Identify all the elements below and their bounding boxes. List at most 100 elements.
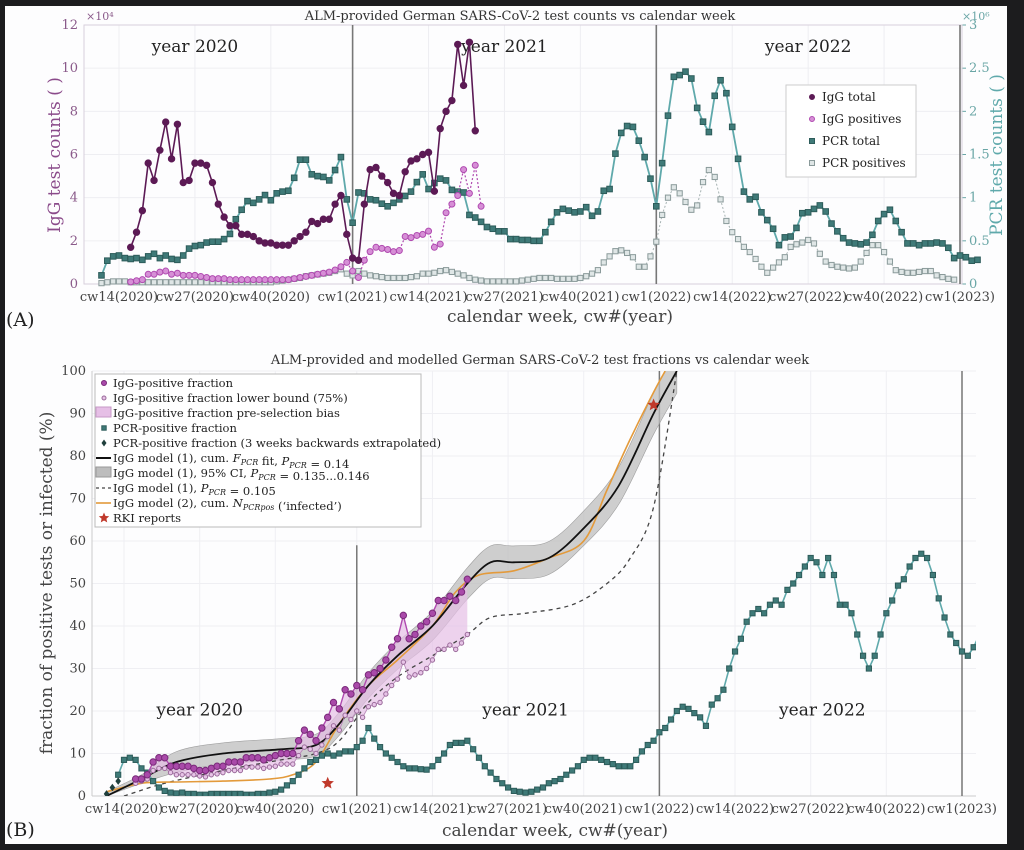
data-point-igg-fraction — [428, 609, 437, 617]
data-point-pcr-total — [471, 214, 479, 221]
data-point-igg-positives — [325, 268, 333, 276]
data-point-pcr-positives — [396, 274, 403, 282]
data-point-pcr-fraction — [836, 601, 843, 608]
data-point-pcr-total — [401, 192, 409, 200]
data-point-pcr-positives — [180, 279, 187, 286]
data-point-pcr-total — [518, 236, 526, 244]
data-point-pcr-total — [547, 218, 555, 226]
data-point-pcr-fraction — [865, 665, 872, 672]
data-point-pcr-total — [752, 193, 759, 201]
data-point-pcr-fraction — [778, 601, 785, 608]
data-point-pcr-total — [763, 216, 771, 224]
data-point-pcr-extrapolated — [109, 783, 116, 792]
data-point-igg-lower-bound — [394, 676, 401, 682]
data-point-pcr-total — [542, 228, 549, 236]
data-point-pcr-fraction — [650, 737, 657, 744]
data-point-pcr-positives — [875, 242, 882, 249]
data-point-pcr-total — [360, 190, 368, 197]
data-point-pcr-fraction — [731, 648, 739, 655]
data-point-pcr-positives — [781, 254, 788, 261]
data-point-igg-fraction — [318, 724, 326, 732]
data-point-pcr-total — [536, 237, 543, 245]
data-point-igg-total — [337, 191, 345, 200]
data-point-pcr-positives — [565, 275, 572, 282]
data-point-pcr-fraction — [574, 763, 582, 770]
data-point-pcr-total — [810, 205, 818, 213]
data-point-pcr-positives — [845, 265, 853, 272]
data-point-pcr-positives — [682, 198, 689, 206]
panel-a-label: (A) — [6, 309, 35, 331]
data-point-pcr-total — [594, 208, 602, 215]
data-point-pcr-positives — [659, 211, 666, 219]
data-point-pcr-positives — [384, 274, 391, 282]
data-point-pcr-total — [787, 233, 794, 240]
data-point-pcr-total — [325, 177, 333, 184]
data-point-igg-positives — [337, 263, 345, 271]
data-point-igg-total — [395, 191, 404, 200]
legend-entry: IgG model (2), cum. NPCRpos (‘infected’) — [113, 496, 342, 513]
data-point-pcr-fraction — [708, 701, 715, 708]
data-point-pcr-total — [845, 239, 853, 246]
data-point-igg-positives — [425, 227, 433, 235]
data-point-igg-total — [156, 146, 164, 154]
panel-b-year-label: year 2022 — [778, 700, 866, 720]
data-point-pcr-total — [904, 240, 911, 247]
data-point-igg-fraction — [300, 726, 309, 734]
data-point-pcr-positives — [577, 274, 584, 282]
data-point-pcr-positives — [904, 269, 911, 276]
data-point-pcr-fraction — [196, 791, 203, 796]
data-point-pcr-fraction — [790, 580, 797, 587]
data-point-pcr-positives — [688, 206, 695, 213]
data-point-igg-positives — [214, 275, 222, 283]
data-point-igg-total — [126, 243, 135, 252]
panel-b-xtick: cw1(2021) — [322, 802, 392, 817]
data-point-pcr-fraction — [301, 765, 308, 772]
data-point-pcr-fraction — [947, 631, 954, 638]
data-point-igg-lower-bound — [191, 772, 197, 778]
legend-swatch-ci — [95, 466, 112, 478]
data-point-pcr-total — [653, 203, 660, 210]
data-point-igg-lower-bound — [220, 769, 226, 776]
data-point-pcr-total — [804, 209, 812, 216]
data-point-pcr-positives — [799, 239, 806, 246]
data-point-pcr-fraction — [132, 756, 139, 763]
data-point-pcr-total — [781, 234, 789, 241]
panel-a-left-ytick: 10 — [61, 61, 78, 76]
data-point-pcr-positives — [927, 267, 934, 275]
data-point-pcr-total — [775, 241, 783, 249]
data-point-pcr-total — [314, 172, 321, 180]
data-point-pcr-total — [506, 235, 514, 243]
data-point-pcr-positives — [951, 276, 958, 283]
data-point-pcr-positives — [857, 258, 864, 265]
data-point-pcr-total — [495, 228, 502, 235]
data-point-pcr-fraction — [161, 787, 168, 794]
data-point-pcr-total — [641, 153, 648, 161]
data-point-igg-lower-bound — [301, 744, 308, 750]
data-point-pcr-total — [758, 209, 765, 216]
data-point-pcr-fraction — [289, 778, 296, 785]
data-point-igg-lower-bound — [167, 769, 174, 776]
data-point-pcr-total — [273, 190, 280, 197]
data-point-igg-fraction — [358, 686, 367, 694]
data-point-igg-positives — [208, 275, 216, 283]
data-point-igg-fraction — [329, 698, 338, 707]
data-point-pcr-positives — [477, 277, 485, 284]
data-point-igg-fraction — [376, 664, 384, 673]
data-point-pcr-total — [728, 123, 736, 131]
legend-entry: PCR total — [822, 134, 880, 148]
data-point-pcr-fraction — [510, 787, 518, 794]
data-point-igg-fraction — [161, 754, 169, 762]
model-dashed-line — [123, 371, 678, 796]
data-point-pcr-total — [296, 156, 304, 163]
data-point-pcr-fraction — [365, 724, 372, 732]
panel-b-xtick: cw27(2020) — [161, 802, 239, 817]
data-point-igg-positives — [226, 276, 234, 284]
data-point-pcr-total — [343, 196, 351, 203]
data-point-igg-positives — [419, 230, 427, 238]
data-point-pcr-fraction — [929, 571, 937, 579]
data-point-pcr-fraction — [761, 610, 768, 617]
data-point-igg-total — [413, 155, 421, 163]
data-point-pcr-fraction — [411, 765, 419, 772]
data-point-pcr-fraction — [406, 765, 413, 772]
data-point-igg-total — [424, 148, 433, 157]
